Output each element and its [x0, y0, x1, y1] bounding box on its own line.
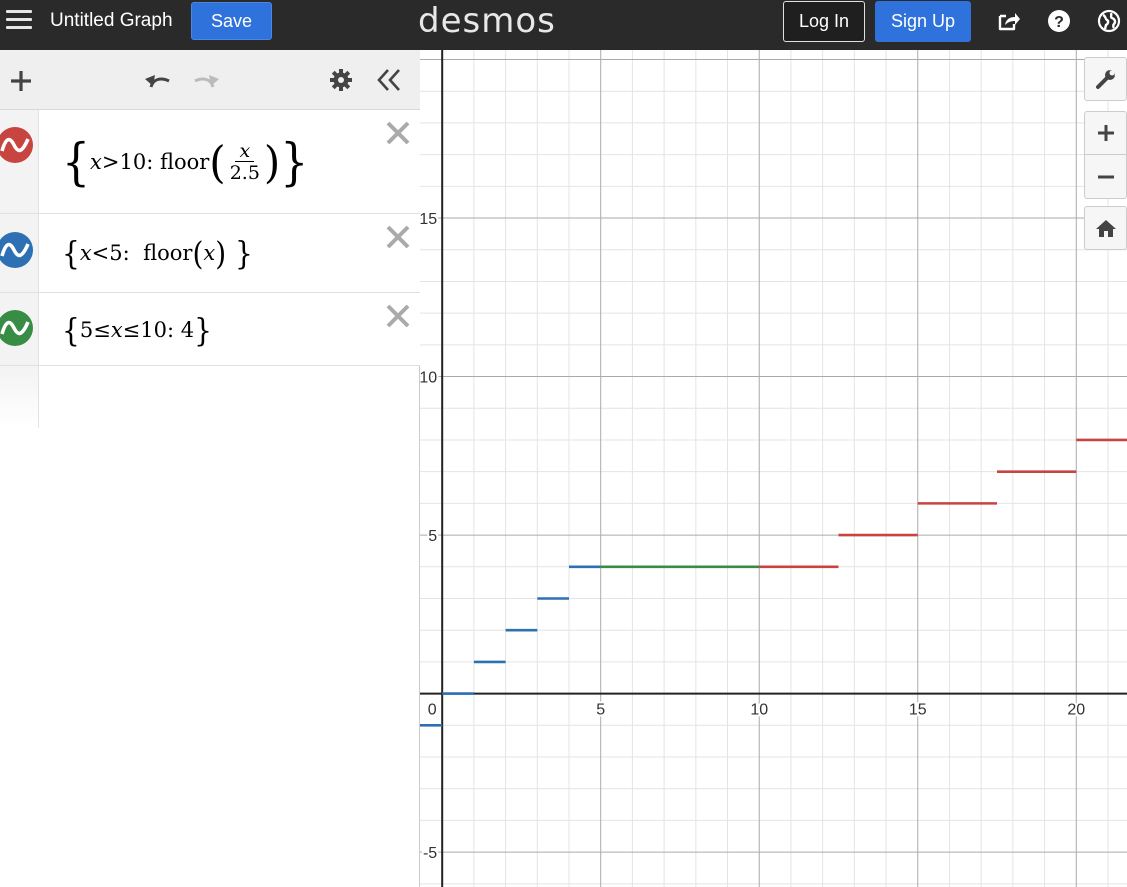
- share-icon[interactable]: [996, 8, 1022, 34]
- graph-color-icon[interactable]: [0, 232, 33, 268]
- signup-button[interactable]: Sign Up: [875, 1, 971, 42]
- login-button[interactable]: Log In: [783, 1, 865, 42]
- delete-expression-icon[interactable]: [385, 224, 411, 250]
- delete-expression-icon[interactable]: [385, 120, 411, 146]
- condition-variable: x: [110, 318, 123, 342]
- zoom-out-icon[interactable]: [1084, 155, 1127, 199]
- zoom-in-icon[interactable]: [1084, 111, 1127, 155]
- x-tick-label: 20: [1067, 702, 1085, 719]
- expression-math[interactable]: { x < 5: floor (x) }: [62, 234, 253, 272]
- expression-math[interactable]: { 5 ≤ x ≤ 10: 4 }: [62, 311, 212, 349]
- condition-operator: >: [101, 150, 120, 174]
- expression-toolbar: [0, 50, 420, 110]
- function-name: floor: [159, 150, 210, 174]
- desmos-logo: desmos: [418, 1, 556, 41]
- y-tick-label: 10: [420, 370, 437, 387]
- graph-title[interactable]: Untitled Graph: [50, 10, 173, 31]
- expression-panel: { x > 10: floor ( x 2.5 ) } {: [0, 50, 420, 887]
- fraction-denominator: 2.5: [229, 161, 260, 184]
- lower-bound: 5: [79, 318, 94, 342]
- condition-value: 5: [109, 241, 123, 265]
- expression-math[interactable]: { x > 10: floor ( x 2.5 ) }: [62, 132, 309, 192]
- condition-variable: x: [79, 241, 92, 265]
- gear-icon[interactable]: [328, 67, 354, 93]
- double-chevron-left-icon[interactable]: [374, 67, 404, 93]
- y-tick-label: 5: [428, 528, 437, 545]
- expression-row[interactable]: { x > 10: floor ( x 2.5 ) }: [0, 110, 420, 214]
- function-argument: x: [203, 241, 216, 265]
- hamburger-menu-icon[interactable]: [6, 10, 32, 32]
- function-name: floor: [143, 241, 193, 265]
- undo-icon[interactable]: [142, 68, 174, 94]
- x-tick-label: 10: [750, 702, 768, 719]
- graph-paper[interactable]: 0 5 10 15 20 -5 5 10 15: [420, 50, 1127, 887]
- operator-le-2: ≤: [122, 318, 141, 342]
- new-expression-row[interactable]: [0, 366, 420, 428]
- expression-gutter: [0, 366, 39, 428]
- help-icon[interactable]: ?: [1046, 8, 1072, 34]
- x-tick-label: 5: [596, 702, 605, 719]
- save-button[interactable]: Save: [191, 2, 272, 40]
- expression-row[interactable]: { x < 5: floor (x) }: [0, 214, 420, 293]
- delete-expression-icon[interactable]: [385, 303, 411, 329]
- upper-bound: 10: [140, 318, 167, 342]
- y-tick-label: -5: [423, 845, 437, 862]
- top-bar: Untitled Graph Save desmos Log In Sign U…: [0, 0, 1127, 50]
- graph-color-icon[interactable]: [0, 310, 33, 346]
- operator-le-1: ≤: [93, 318, 111, 342]
- piece-value: 4: [180, 318, 195, 342]
- plus-icon[interactable]: [8, 68, 34, 94]
- x-tick-label: 0: [428, 702, 437, 719]
- condition-operator: <: [91, 241, 110, 265]
- expression-row[interactable]: { 5 ≤ x ≤ 10: 4 }: [0, 293, 420, 366]
- graph-color-icon[interactable]: [0, 127, 33, 163]
- svg-text:?: ?: [1054, 14, 1064, 31]
- y-tick-label: 15: [420, 211, 437, 228]
- condition-value: 10: [119, 150, 147, 174]
- fraction-numerator: x: [239, 139, 251, 162]
- x-tick-label: 15: [909, 702, 927, 719]
- home-icon[interactable]: [1084, 206, 1127, 250]
- graph-canvas[interactable]: 0 5 10 15 20 -5 5 10 15: [420, 50, 1127, 887]
- wrench-icon[interactable]: [1084, 57, 1127, 101]
- expression-list: { x > 10: floor ( x 2.5 ) } {: [0, 110, 420, 428]
- fraction: x 2.5: [230, 141, 260, 184]
- redo-icon[interactable]: [190, 68, 222, 94]
- globe-icon[interactable]: [1096, 8, 1122, 34]
- condition-variable: x: [90, 150, 102, 174]
